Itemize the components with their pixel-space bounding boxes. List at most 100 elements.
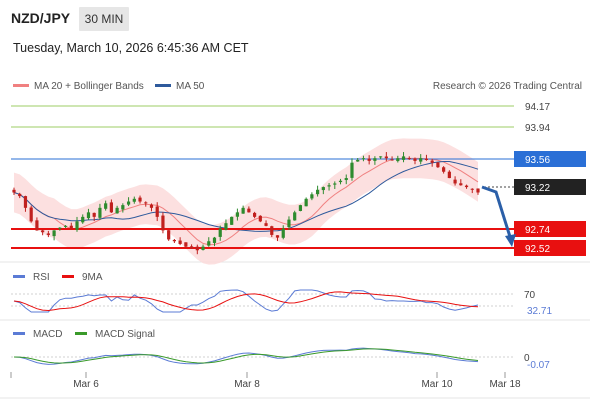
rsi-ma-legend-label: 9MA (82, 272, 103, 283)
rsi-value-label: 32.71 (527, 306, 552, 317)
rsi-legend-swatch (13, 275, 25, 278)
resistance-2-label: 94.17 (525, 102, 550, 113)
macd-line (13, 347, 479, 365)
candle-body (121, 205, 125, 210)
candle-body (264, 223, 268, 226)
candle-body (390, 159, 394, 161)
candle-body (413, 158, 417, 161)
candle-body (155, 206, 159, 217)
candle-body (304, 198, 308, 207)
candle-body (281, 228, 285, 238)
candle-body (470, 188, 474, 190)
rsi-70-label: 70 (524, 290, 536, 301)
pivot-tag (514, 151, 586, 167)
candle-body (396, 158, 400, 162)
candle-body (338, 180, 343, 183)
candle-body (149, 204, 154, 208)
candle-body (258, 215, 262, 222)
forecast-arrowhead (505, 234, 516, 247)
macd-signal-legend-swatch (75, 332, 87, 335)
candle-body (459, 183, 463, 186)
candle-body (172, 239, 176, 242)
candle-body (373, 158, 377, 161)
pair-title: NZD/JPY (11, 10, 71, 26)
candle-body (430, 160, 434, 163)
candle-body (333, 183, 337, 185)
candle-body (293, 212, 297, 221)
candle-body (356, 159, 360, 162)
candle-body (384, 156, 388, 159)
candle-body (235, 212, 240, 217)
bollinger-band (14, 138, 478, 265)
x-tick-label: Mar 10 (421, 379, 453, 390)
rsi-line (13, 289, 479, 313)
candle-body (46, 233, 50, 235)
candle-body (18, 193, 22, 197)
candle-body (230, 216, 234, 225)
macd-legend-label: MACD (33, 329, 62, 340)
candle-body (178, 240, 182, 244)
candle-body (419, 158, 423, 162)
candle-body (447, 171, 451, 179)
macd-signal-legend-label: MACD Signal (95, 329, 155, 340)
resistance-1-label: 93.94 (525, 123, 550, 134)
timeframe-button[interactable]: 30 MIN (79, 7, 129, 31)
candle-body (52, 230, 56, 237)
candle-body (189, 246, 194, 249)
candle-body (35, 220, 39, 231)
support-1-tag (514, 221, 586, 237)
ma20-legend-swatch (13, 84, 29, 87)
candle-body (344, 178, 348, 181)
ma20-legend-label: MA 20 + Bollinger Bands (34, 81, 144, 92)
rsi-ma-line (13, 291, 479, 312)
x-tick-label: Mar 6 (73, 379, 99, 390)
last-price-label: 93.22 (525, 183, 550, 194)
candle-body (212, 237, 217, 243)
candle-body (109, 202, 113, 213)
candle-body (379, 156, 383, 158)
candle-body (201, 246, 205, 250)
candle-body (361, 158, 366, 160)
candle-body (287, 219, 291, 228)
candle-body (401, 156, 406, 160)
candle-body (126, 201, 131, 205)
candle-body (184, 242, 188, 247)
last-price-tag (514, 179, 586, 195)
candle-body (161, 215, 165, 231)
candle-body (138, 197, 142, 202)
candle-body (12, 189, 16, 193)
macd-signal-line (13, 348, 479, 364)
ma50-legend-swatch (155, 84, 171, 87)
candle-body (453, 179, 457, 184)
candle-body (98, 207, 102, 218)
candle-body (218, 228, 222, 237)
candle-body (424, 158, 429, 160)
forecast-arrow (481, 185, 513, 241)
candle-body (442, 167, 446, 172)
candle-body (104, 203, 108, 209)
x-tick-label: Mar 18 (489, 379, 521, 390)
candlesticks (12, 152, 480, 255)
candle-body (81, 216, 85, 223)
candle-body (207, 241, 211, 246)
rsi-ma-legend-swatch (62, 275, 74, 278)
candle-body (41, 230, 45, 233)
candle-body (310, 194, 314, 199)
candle-body (241, 207, 245, 214)
candle-body (464, 185, 469, 188)
candle-body (327, 185, 331, 187)
candle-body (316, 189, 320, 195)
candle-body (144, 202, 148, 204)
candle-body (167, 230, 171, 240)
rsi-legend-label: RSI (33, 272, 50, 283)
x-tick-label: Mar 8 (234, 379, 260, 390)
datetime-label: Tuesday, March 10, 2026 6:45:36 AM CET (13, 41, 249, 55)
candle-body (436, 162, 440, 168)
candle-body (270, 226, 274, 235)
support-1-label: 92.74 (525, 225, 550, 236)
candle-body (321, 187, 325, 191)
candle-body (29, 207, 33, 222)
candle-body (195, 246, 199, 251)
ma50-legend-label: MA 50 (176, 81, 205, 92)
